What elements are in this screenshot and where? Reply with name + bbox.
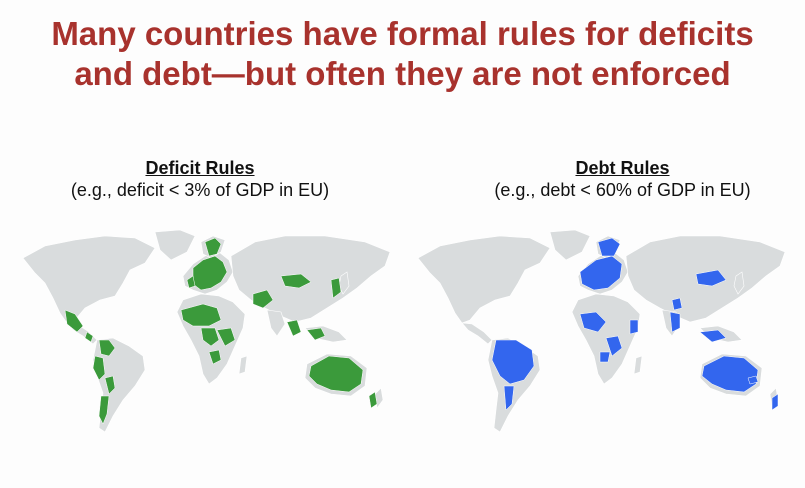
slide-title: Many countries have formal rules for def… — [0, 14, 805, 94]
deficit-rules-subheading: (e.g., deficit < 3% of GDP in EU) — [70, 180, 330, 200]
debt-rules-heading: Debt Rules — [575, 158, 670, 178]
debt-rules-subheading: (e.g., debt < 60% of GDP in EU) — [494, 180, 751, 200]
title-line-2: and debt—but often they are not enforced — [74, 55, 731, 92]
debt-rule-countries — [491, 237, 779, 411]
deficit-rule-countries — [64, 237, 378, 425]
debt-rules-header: Debt Rules (e.g., debt < 60% of GDP in E… — [455, 157, 790, 201]
deficit-rules-world-map — [22, 229, 391, 433]
debt-rules-world-map — [417, 229, 786, 433]
deficit-rules-heading: Deficit Rules — [145, 158, 255, 178]
deficit-rules-header: Deficit Rules (e.g., deficit < 3% of GDP… — [40, 157, 360, 201]
title-line-1: Many countries have formal rules for def… — [51, 15, 754, 52]
